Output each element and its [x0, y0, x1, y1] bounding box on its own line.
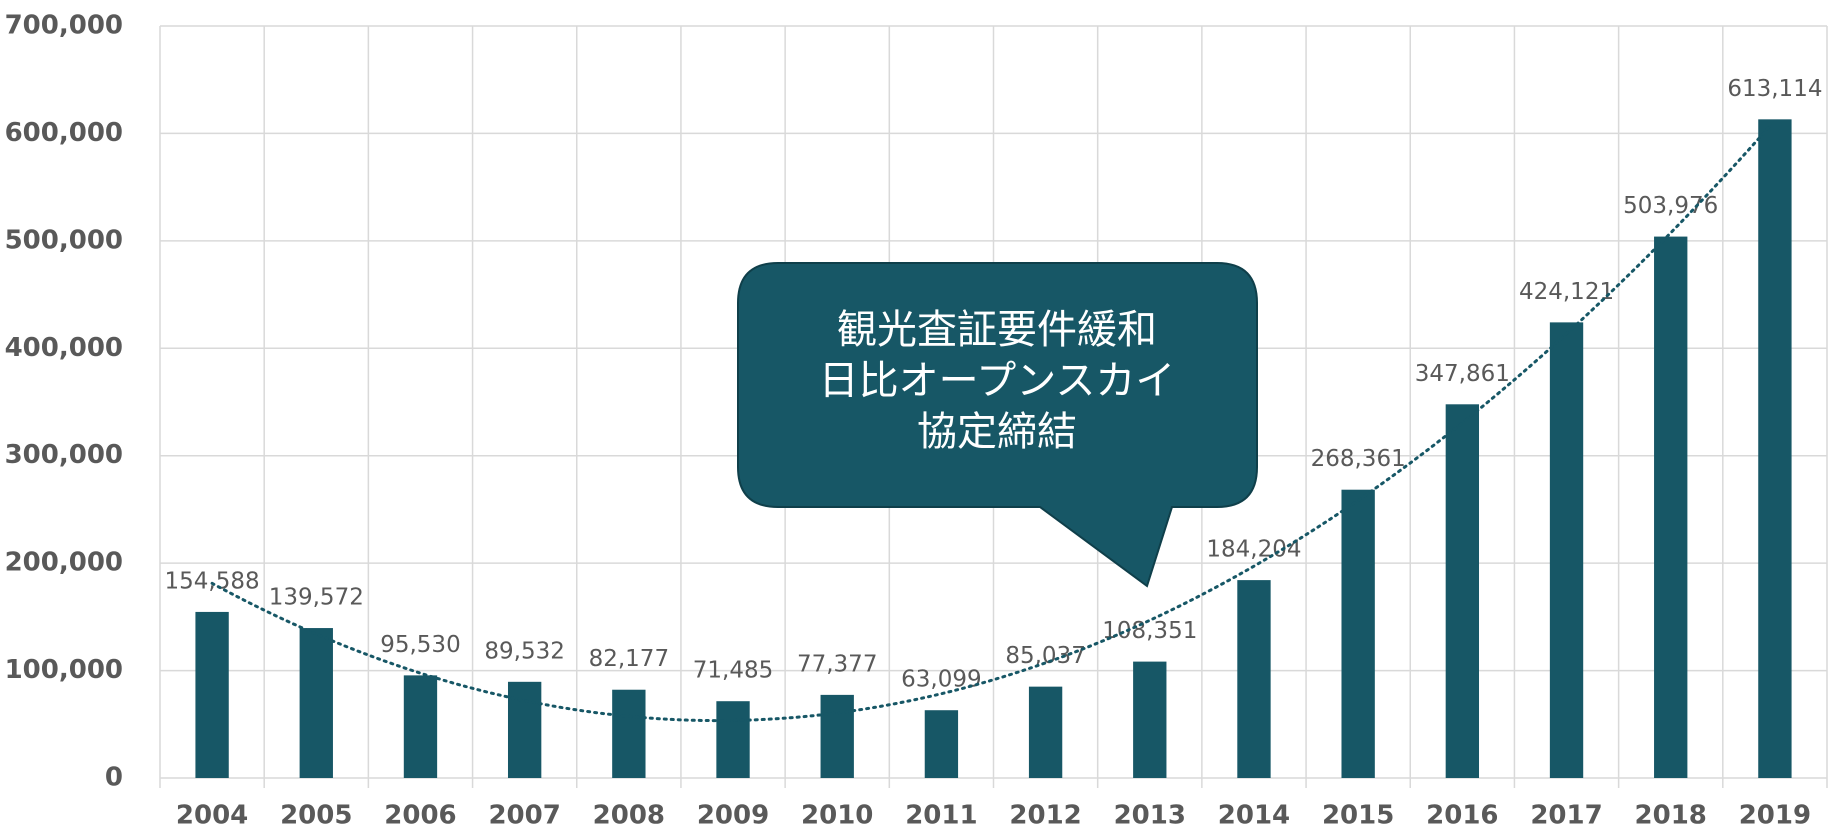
data-label: 139,572 [269, 585, 364, 611]
bar [507, 681, 542, 778]
data-label: 89,532 [484, 638, 564, 664]
bar [1758, 119, 1792, 778]
x-tick-label: 2011 [905, 801, 977, 831]
x-tick-label: 2018 [1635, 801, 1707, 831]
trendline [210, 124, 1772, 723]
data-label: 347,861 [1415, 361, 1510, 387]
x-tick-label: 2004 [176, 801, 248, 831]
data-label: 108,351 [1102, 618, 1197, 644]
bar [1133, 661, 1167, 778]
data-label: 268,361 [1311, 446, 1406, 472]
x-tick-label: 2013 [1114, 801, 1186, 831]
y-tick-label: 100,000 [5, 655, 123, 685]
bar [820, 694, 854, 778]
x-tick-label: 2008 [593, 801, 665, 831]
x-tick-label: 2009 [697, 801, 769, 831]
callout-box [737, 262, 1258, 588]
y-tick-label: 400,000 [5, 333, 123, 363]
x-tick-label: 2012 [1009, 801, 1081, 831]
annotation-line: 協定締結 [917, 409, 1077, 455]
y-tick-label: 500,000 [5, 225, 123, 255]
data-label: 184,204 [1206, 537, 1301, 563]
bar [1549, 322, 1584, 778]
bar [924, 710, 959, 778]
y-tick-label: 0 [105, 763, 123, 793]
bar [1445, 404, 1480, 778]
y-tick-label: 700,000 [5, 11, 123, 41]
data-label: 71,485 [693, 658, 773, 684]
x-tick-label: 2006 [384, 801, 456, 831]
x-tick-label: 2015 [1322, 801, 1394, 831]
y-tick-label: 300,000 [5, 440, 123, 470]
x-tick-label: 2019 [1739, 801, 1811, 831]
bar [1341, 489, 1375, 778]
data-label: 503,976 [1623, 193, 1718, 219]
bar [299, 628, 333, 778]
data-label: 95,530 [380, 632, 460, 658]
x-tick-label: 2010 [801, 801, 873, 831]
data-label: 82,177 [589, 646, 669, 672]
x-tick-label: 2014 [1218, 801, 1290, 831]
bar [1237, 580, 1271, 778]
bar [195, 611, 229, 778]
data-label: 63,099 [901, 667, 981, 693]
x-tick-label: 2007 [488, 801, 560, 831]
bar [403, 675, 438, 778]
bar [716, 701, 750, 778]
x-tick-label: 2016 [1426, 801, 1498, 831]
bar [1654, 236, 1688, 778]
annotation-line: 日比オープンスカイ [819, 358, 1176, 404]
x-tick-label: 2017 [1530, 801, 1602, 831]
data-label: 77,377 [797, 651, 877, 677]
x-tick-label: 2005 [280, 801, 352, 831]
data-label: 424,121 [1519, 279, 1614, 305]
data-label: 154,588 [165, 568, 260, 594]
data-label: 613,114 [1727, 76, 1822, 102]
annotation-line: 観光査証要件緩和 [837, 307, 1157, 353]
y-tick-label: 200,000 [5, 548, 123, 578]
bar [1028, 686, 1063, 778]
y-tick-label: 600,000 [5, 118, 123, 148]
bar [612, 689, 646, 778]
data-label: 85,037 [1005, 643, 1085, 669]
